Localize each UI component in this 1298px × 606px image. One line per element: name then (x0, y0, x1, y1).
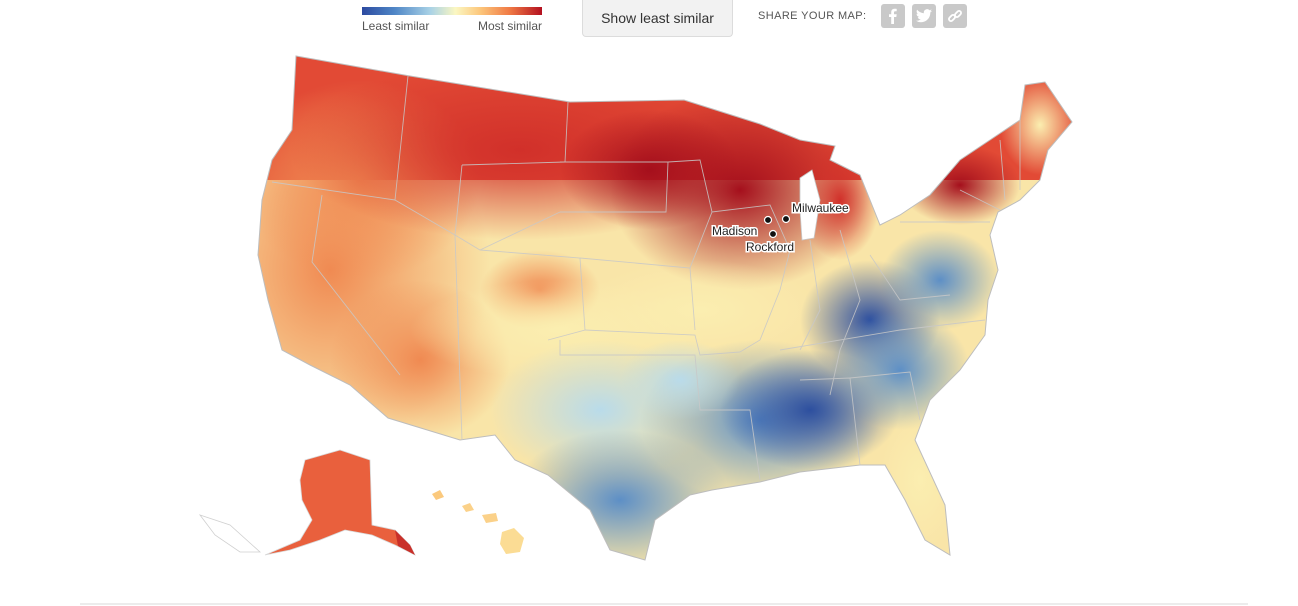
city-label-rockford: Rockford (746, 240, 794, 254)
footer-divider (80, 603, 1248, 605)
share-bar: SHARE YOUR MAP: (758, 4, 967, 28)
state-borders (271, 75, 1021, 481)
hawaii-region (432, 490, 524, 554)
city-dot (768, 229, 778, 239)
city-marker-madison[interactable]: Madison (711, 215, 773, 240)
show-least-similar-button[interactable]: Show least similar (582, 0, 733, 37)
us-outline (257, 55, 1073, 561)
city-marker-rockford[interactable]: Rockford (745, 229, 796, 256)
share-label: SHARE YOUR MAP: (758, 10, 867, 22)
alaska-panhandle (395, 530, 415, 555)
facebook-icon[interactable] (880, 4, 905, 28)
twitter-icon[interactable] (911, 4, 936, 28)
legend-least-label: Least similar (362, 19, 430, 33)
city-marker-milwaukee[interactable]: Milwaukee (781, 200, 851, 224)
legend-most-label: Most similar (477, 19, 542, 33)
us-similarity-map: Milwaukee Madison Rockford (198, 55, 1073, 561)
city-dot (763, 215, 773, 225)
aleutian-islands (198, 514, 262, 553)
city-label-madison: Madison (712, 224, 757, 238)
legend-color-scale (362, 7, 542, 15)
city-dot (781, 214, 791, 224)
lake-michigan (799, 169, 821, 241)
similarity-legend: Least similar Most similar (362, 7, 542, 33)
alaska-region (264, 449, 416, 556)
link-icon[interactable] (942, 4, 967, 28)
city-label-milwaukee: Milwaukee (792, 201, 849, 215)
city-markers: Milwaukee Madison Rockford (711, 200, 851, 256)
